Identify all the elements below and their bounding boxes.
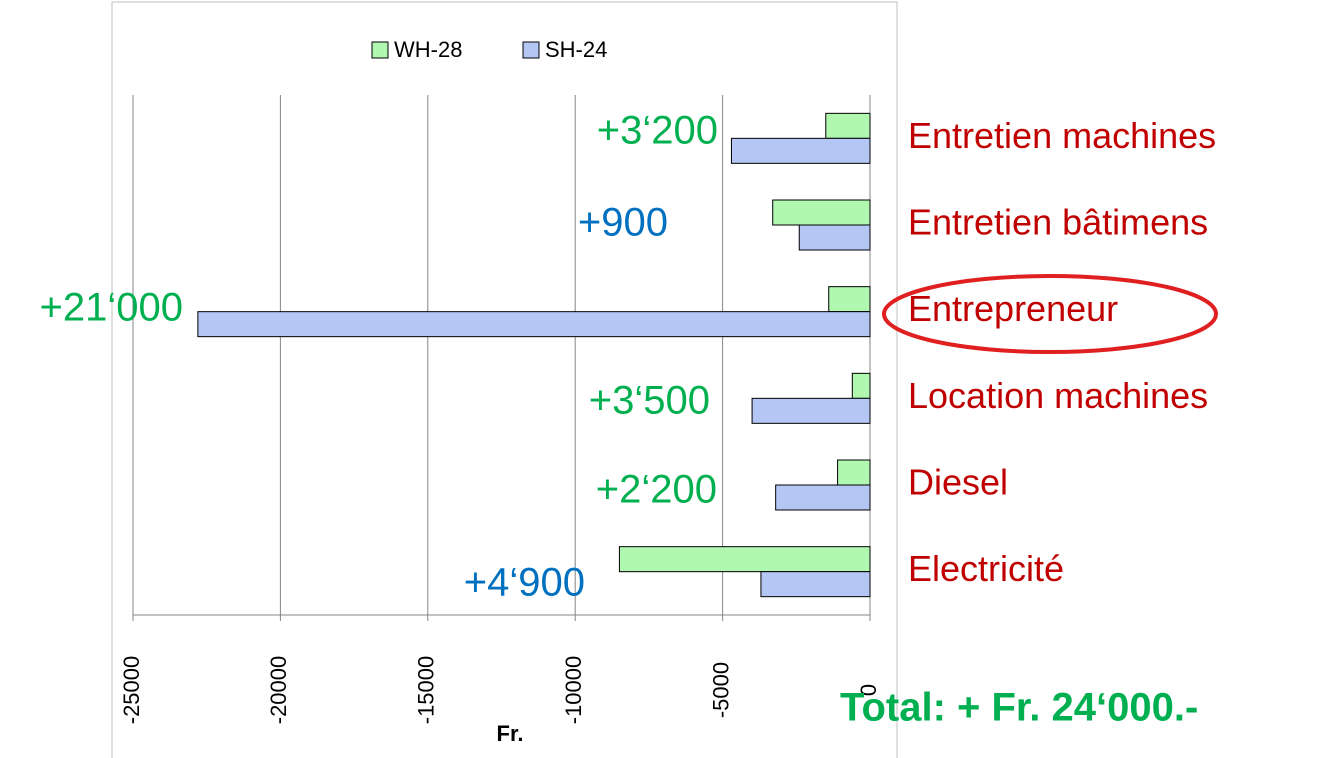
category-label: Entretien bâtimens — [908, 202, 1208, 243]
bar — [618, 546, 871, 573]
annotation: +2‘200 — [596, 468, 717, 512]
category-label: Entretien machines — [908, 115, 1216, 156]
bar — [760, 571, 871, 598]
annotation: +4‘900 — [464, 561, 585, 605]
x-tick-label: -10000 — [561, 656, 586, 725]
bar — [775, 484, 871, 511]
bar — [798, 224, 871, 251]
bar — [851, 372, 871, 399]
x-tick-label: -25000 — [119, 656, 144, 725]
annotation: +3‘200 — [597, 109, 718, 153]
category-label: Electricité — [908, 548, 1064, 589]
legend-swatch — [371, 41, 389, 59]
category-label: Diesel — [908, 462, 1008, 503]
x-tick-label: -15000 — [414, 656, 439, 725]
bar — [751, 397, 871, 424]
legend-label: WH-28 — [394, 37, 462, 62]
bar — [772, 199, 871, 226]
x-tick-label: -5000 — [708, 662, 733, 718]
bar — [828, 286, 871, 313]
bar — [197, 311, 871, 338]
bar — [837, 459, 871, 486]
category-label: Location machines — [908, 375, 1208, 416]
bar — [730, 137, 871, 164]
plot-frame — [111, 1, 898, 758]
legend-label: SH-24 — [545, 37, 607, 62]
annotation: +21‘000 — [40, 286, 183, 330]
highlight-ellipse — [882, 274, 1218, 354]
legend-swatch — [522, 41, 540, 59]
category-label: Entrepreneur — [908, 288, 1118, 329]
x-tick-label: -20000 — [266, 656, 291, 725]
annotation: +3‘500 — [589, 379, 710, 423]
x-tick-label: 0 — [856, 684, 881, 696]
x-axis-label: Fr. — [497, 721, 524, 746]
annotation: +900 — [578, 201, 668, 245]
bar — [825, 112, 871, 139]
total-label: Total: + Fr. 24‘000.- — [840, 686, 1198, 730]
